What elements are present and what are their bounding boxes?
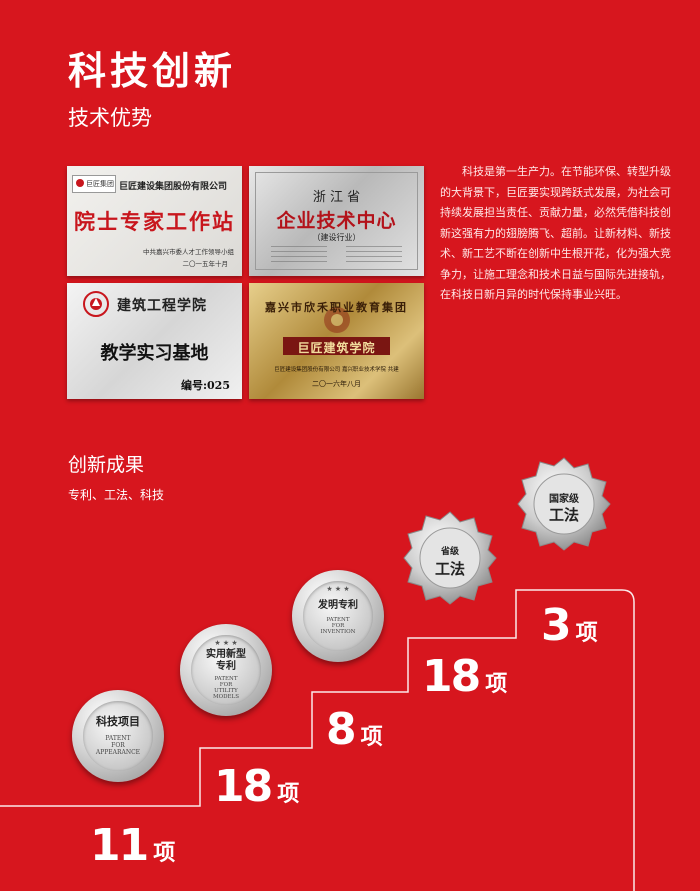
count-value: 3 — [541, 600, 572, 651]
plaque-main-band — [283, 337, 390, 355]
seal-badge-icon — [403, 511, 497, 605]
medal-en-3: INVENTION — [320, 629, 356, 636]
seal-line2: 工法 — [434, 560, 465, 578]
plaque-college: 建筑工程学院 — [117, 298, 207, 314]
plaque-line: 巨匠建设集团股份有限公司 嘉兴职业技术学院 共建 — [274, 367, 399, 373]
plaque-org: 巨匠建设集团股份有限公司 — [119, 182, 228, 192]
emblem-icon — [324, 307, 350, 333]
results-subtitle: 专利、工法、科技 — [68, 488, 165, 502]
count-value: 8 — [326, 704, 357, 755]
count-unit: 项 — [277, 782, 300, 807]
school-emblem-icon — [83, 291, 109, 317]
star-icon: ★ ★ ★ — [214, 639, 238, 648]
plaque-province: 浙 江 省 — [312, 190, 361, 205]
plaque-jujiang-college: 嘉兴市欣禾职业教育集团 巨匠建筑学院 巨匠建设集团股份有限公司 嘉兴职业技术学院… — [249, 283, 424, 399]
plaque-tech-center: 浙 江 省 企业技术中心 （建设行业） — [249, 166, 424, 276]
medal-en-1: PATENT — [214, 676, 238, 683]
logo-text: 巨匠集团 — [86, 180, 114, 188]
group-logo: 巨匠集团 — [72, 175, 116, 193]
plaque-date: 二〇一五年十月 — [182, 260, 229, 268]
medal-utility-patent: ★ ★ ★ 实用新型专利 PATENT FOR UTILITY MODELS — [180, 624, 272, 716]
count-value: 18 — [422, 651, 481, 702]
page-title: 科技创新 — [68, 49, 237, 93]
seal-line1: 省级 — [440, 547, 459, 557]
count-1: 11 项 — [90, 824, 175, 868]
count-unit: 项 — [575, 621, 598, 646]
seal-line1: 国家级 — [549, 494, 579, 505]
plaque-arc-text: 嘉兴市欣禾职业教育集团 — [265, 301, 408, 314]
medal-en-2: FOR — [219, 682, 233, 689]
small-print-left — [271, 246, 327, 264]
count-unit: 项 — [153, 841, 176, 866]
medal-en-1: PATENT — [326, 617, 350, 624]
plaque-issuer: 中共嘉兴市委人才工作领导小组 — [143, 248, 234, 256]
medal-en-2: FOR — [331, 623, 345, 630]
plaque-academician-workstation: 巨匠集团 巨匠建设集团股份有限公司 院士专家工作站 中共嘉兴市委人才工作领导小组… — [67, 166, 242, 276]
medal-appearance-patent: 科技项目 PATENT FOR APPEARANCE — [72, 690, 164, 782]
plaque-number: 编号:025 — [180, 379, 230, 392]
plaque-main: 教学实习基地 — [100, 343, 209, 364]
count-value: 11 — [90, 820, 149, 871]
medal-en-2: FOR — [111, 742, 125, 750]
plaque-main: 企业技术中心 — [276, 210, 397, 232]
plaque-date: 二〇一六年八月 — [312, 380, 361, 388]
medal-title: 发明专利 — [317, 600, 358, 612]
plaque-sub: （建设行业） — [312, 233, 361, 242]
medal-title: 实用新型专利 — [205, 649, 246, 673]
small-print-right — [346, 246, 402, 264]
medal-en-1: PATENT — [105, 735, 131, 743]
count-value: 18 — [214, 761, 273, 812]
seal-line2: 工法 — [548, 506, 579, 524]
plaque-main: 巨匠建筑学院 — [297, 341, 376, 355]
count-4: 18 项 — [422, 655, 507, 699]
count-2: 18 项 — [214, 765, 299, 809]
seal-provincial-method: 省级 工法 — [402, 510, 498, 606]
medal-en-4: MODELS — [212, 694, 239, 701]
seal-national-method: 国家级 工法 — [516, 456, 612, 552]
plaque-teaching-base: 建筑工程学院 教学实习基地 编号:025 — [67, 283, 242, 399]
plaque-main: 院士专家工作站 — [74, 209, 235, 234]
medal-title: 科技项目 — [95, 715, 140, 729]
logo-mark-icon — [76, 179, 84, 187]
star-icon: ★ ★ ★ — [326, 585, 350, 594]
medal-en-3: APPEARANCE — [95, 749, 141, 757]
page-subtitle: 技术优势 — [68, 106, 152, 130]
medal-invention-patent: ★ ★ ★ 发明专利 PATENT FOR INVENTION — [292, 570, 384, 662]
count-unit: 项 — [360, 725, 383, 750]
description-paragraph: 科技是第一生产力。在节能环保、转型升级的大背景下，巨匠要实现跨跃式发展，为社会可… — [440, 165, 671, 301]
results-title: 创新成果 — [68, 454, 145, 476]
count-unit: 项 — [485, 672, 508, 697]
medal-en-3: UTILITY — [214, 688, 238, 695]
seal-badge-icon — [517, 457, 611, 551]
